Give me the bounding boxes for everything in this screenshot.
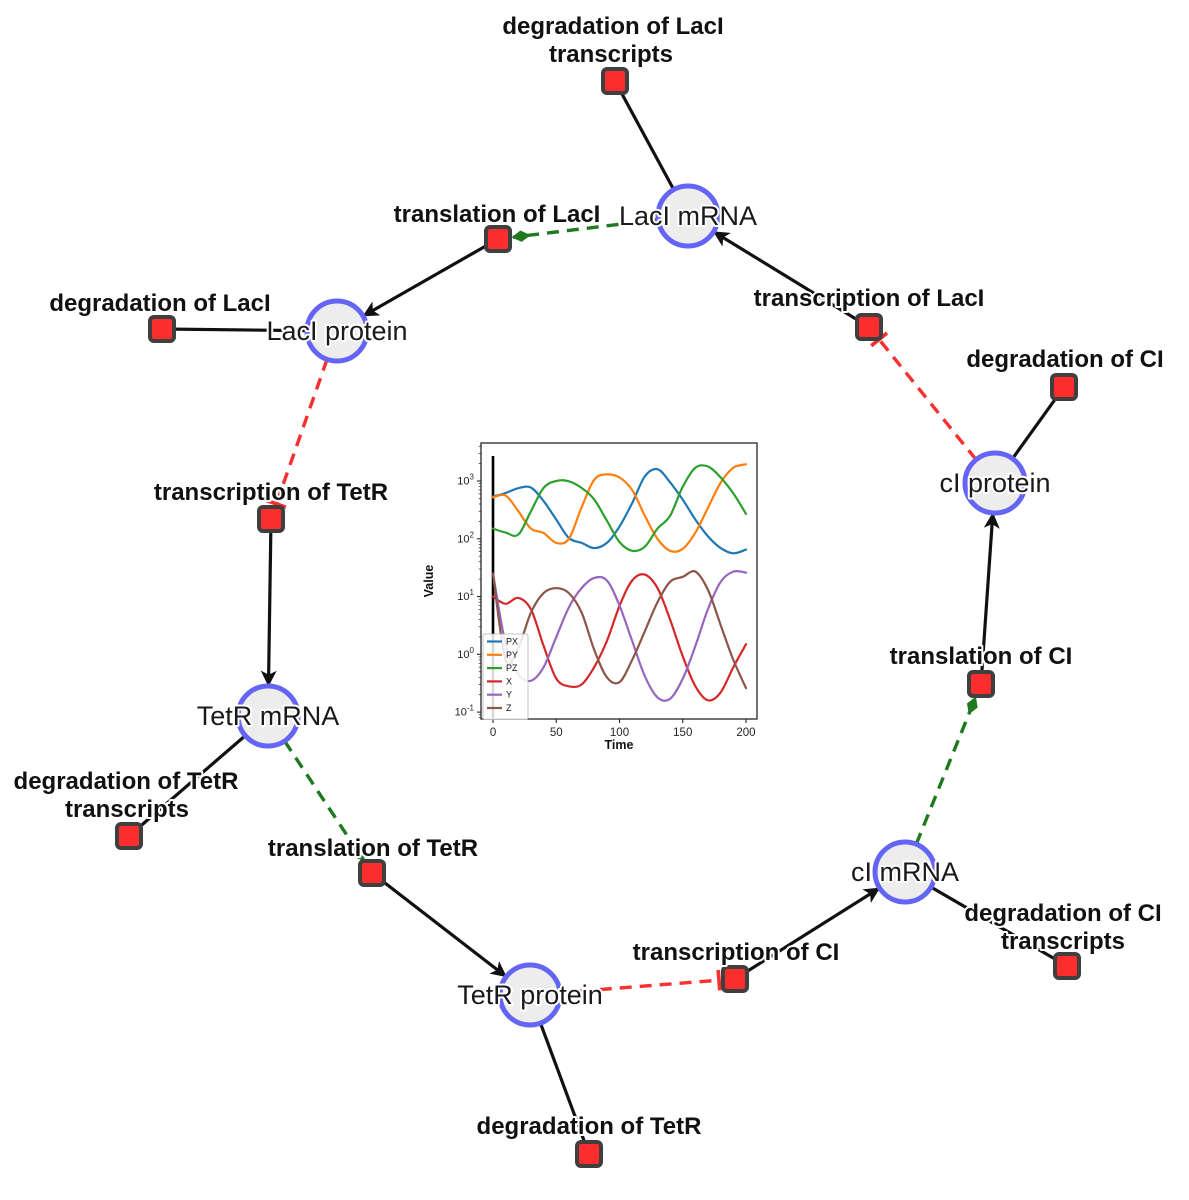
- reaction-deg-laci: degradation of LacI: [47, 288, 273, 343]
- reaction-square-transcription-ci: [721, 965, 749, 993]
- species-node-laci-protein: LacI protein: [264, 298, 410, 364]
- species-circle-ci-protein: [962, 450, 1028, 516]
- species-node-ci-protein: cI protein: [937, 450, 1053, 516]
- reaction-square-deg-laci: [148, 315, 176, 343]
- species-label-tetr-mrna: TetR mRNA: [197, 701, 340, 731]
- chart-y-tick-label: 103: [457, 473, 474, 488]
- reaction-square-translation-ci: [967, 670, 995, 698]
- reaction-square-transcription-tetr: [257, 505, 285, 533]
- edge-translation-ci-to-ci-protein-arrow: [979, 512, 1000, 685]
- chart-legend-label-Z: Z: [506, 703, 512, 713]
- reaction-transcription-laci: transcription of LacI: [752, 283, 986, 341]
- chart-legend: PX PY PZ XYZ: [482, 633, 529, 720]
- species-node-laci-mrna: LacI mRNA: [617, 183, 759, 249]
- reaction-square-deg-ci-transcripts: [1053, 952, 1081, 980]
- edge-ci-protein-inhibits-transcription-laci: [869, 331, 978, 461]
- reaction-label-deg-tetr: degradation of TetR: [477, 1113, 702, 1140]
- reaction-label-translation-laci: translation of LacI: [394, 201, 601, 228]
- chart-legend-label-PY: PY: [506, 650, 518, 660]
- reaction-label-deg-laci-transcripts-line2: transcripts: [549, 41, 673, 68]
- chart-curve-Y: [491, 569, 748, 702]
- chart-y-tick-label: 102: [457, 530, 474, 545]
- edge-translation-laci-to-laci-protein-arrow: [362, 237, 499, 317]
- edge-transcription-laci-to-laci-mrna-arrow: [713, 230, 870, 329]
- species-circle-laci-protein: [304, 298, 370, 364]
- species-label-ci-protein: cI protein: [939, 468, 1050, 498]
- reaction-square-transcription-laci: [855, 313, 883, 341]
- species-node-ci-mrna: cI mRNA: [849, 839, 961, 905]
- species-circle-tetr-mrna: [235, 683, 301, 749]
- chart-y-tick-label: 100: [457, 646, 474, 661]
- reaction-label-deg-laci-transcripts-line1: degradation of LacI: [502, 13, 723, 40]
- chart-legend-label-PZ: PZ: [506, 663, 518, 673]
- reaction-label-transcription-tetr: transcription of TetR: [154, 479, 388, 506]
- edge-tetr-mrna-modifier-translation: [283, 740, 366, 862]
- species-circle-tetr-protein: [497, 962, 563, 1028]
- chart-y-tick-label: 10-1: [455, 704, 475, 719]
- edge-transcription-tetr-to-tetr-mrna-arrow: [260, 518, 277, 687]
- species-node-tetr-protein: TetR protein: [455, 962, 605, 1028]
- chart-x-tick-label: 150: [673, 727, 692, 739]
- reaction-translation-laci: translation of LacI: [392, 199, 602, 253]
- reaction-deg-ci: degradation of CI: [964, 344, 1166, 401]
- edges-layer: [127, 80, 1068, 1155]
- chart-curves: [491, 463, 748, 702]
- reaction-deg-tetr: degradation of TetR: [475, 1111, 703, 1168]
- edge-laci-mrna-modifier-translation: [511, 217, 659, 242]
- reaction-square-translation-tetr: [358, 859, 386, 887]
- reactions-layer: degradation of LacI transcripts translat…: [12, 11, 1166, 1168]
- reaction-square-deg-ci: [1050, 373, 1078, 401]
- chart-legend-label-PX: PX: [506, 637, 518, 647]
- species-circle-ci-mrna: [872, 839, 938, 905]
- reaction-transcription-ci: transcription of CI: [631, 937, 841, 993]
- chart-curve-PY: [491, 463, 748, 553]
- reaction-translation-ci: translation of CI: [888, 641, 1074, 698]
- reaction-deg-laci-transcripts: degradation of LacI transcripts: [500, 11, 726, 95]
- chart-legend-label-X: X: [506, 676, 512, 686]
- chart-ylabel: Value: [422, 565, 436, 598]
- species-label-tetr-protein: TetR protein: [457, 980, 603, 1010]
- reaction-square-deg-tetr: [575, 1140, 603, 1168]
- reaction-label-translation-ci: translation of CI: [890, 643, 1073, 670]
- reaction-square-translation-laci: [484, 225, 512, 253]
- reaction-label-deg-ci-transcripts-line1: degradation of CI: [964, 900, 1161, 927]
- reaction-square-deg-tetr-transcripts: [115, 822, 143, 850]
- species-label-laci-protein: LacI protein: [266, 316, 407, 346]
- species-node-tetr-mrna: TetR mRNA: [195, 683, 341, 749]
- edge-laci-protein-inhibits-transcription-tetr: [266, 358, 329, 510]
- reaction-square-deg-laci-transcripts: [601, 67, 629, 95]
- reaction-deg-tetr-transcripts: degradation of TetR transcripts: [12, 766, 240, 850]
- chart-curve-PX: [491, 467, 748, 555]
- chart-x-tick-label: 50: [550, 727, 563, 739]
- reaction-deg-ci-transcripts: degradation of CI transcripts: [962, 898, 1164, 980]
- reaction-label-deg-laci: degradation of LacI: [49, 290, 270, 317]
- reaction-label-transcription-ci: transcription of CI: [633, 939, 840, 966]
- chart-legend-label-Y: Y: [506, 690, 512, 700]
- reaction-label-transcription-laci: transcription of LacI: [754, 285, 985, 312]
- chart-xlabel: Time: [605, 738, 634, 752]
- chart-x-tick-label: 0: [490, 727, 496, 739]
- reaction-label-deg-ci: degradation of CI: [966, 346, 1163, 373]
- edge-transcription-ci-to-ci-mrna-arrow: [734, 887, 881, 981]
- chart-x-tick-label: 100: [610, 727, 629, 739]
- edge-translation-tetr-to-tetr-protein-arrow: [371, 871, 507, 978]
- species-circle-laci-mrna: [655, 183, 721, 249]
- chart-curve-Z: [491, 570, 748, 690]
- species-layer: LacI mRNA LacI protein TetR mRNA TetR pr…: [195, 183, 1053, 1028]
- reaction-label-deg-ci-transcripts-line2: transcripts: [1001, 928, 1125, 955]
- edge-tetr-protein-inhibits-transcription-ci: [559, 969, 722, 995]
- reaction-label-deg-tetr-transcripts-line1: degradation of TetR: [14, 768, 239, 795]
- chart-x-tick-label: 200: [736, 727, 755, 739]
- species-label-laci-mrna: LacI mRNA: [619, 201, 757, 231]
- chart-y-tick-label: 101: [457, 588, 474, 603]
- reaction-translation-tetr: translation of TetR: [266, 833, 480, 887]
- chart-curve-PZ: [491, 464, 748, 553]
- reaction-transcription-tetr: transcription of TetR: [152, 477, 390, 533]
- reaction-label-translation-tetr: translation of TetR: [268, 835, 478, 862]
- reaction-label-deg-tetr-transcripts-line2: transcripts: [65, 796, 189, 823]
- edge-ci-mrna-modifier-translation: [914, 696, 978, 845]
- species-label-ci-mrna: cI mRNA: [851, 857, 959, 887]
